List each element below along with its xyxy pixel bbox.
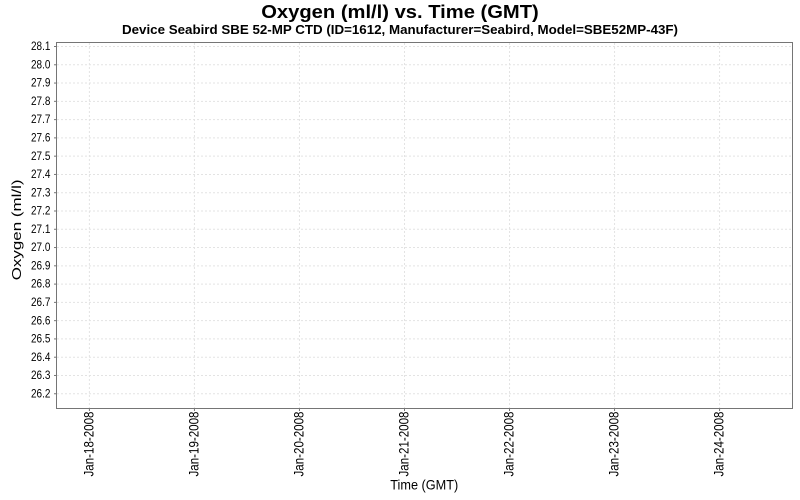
svg-text:27.2: 27.2 bbox=[31, 204, 50, 218]
svg-text:27.7: 27.7 bbox=[31, 112, 50, 126]
svg-text:26.8: 26.8 bbox=[31, 277, 51, 291]
svg-text:26.6: 26.6 bbox=[31, 313, 51, 327]
svg-text:28.0: 28.0 bbox=[31, 57, 51, 71]
svg-text:28.1: 28.1 bbox=[31, 39, 50, 53]
svg-text:26.2: 26.2 bbox=[31, 386, 50, 400]
svg-text:26.7: 26.7 bbox=[31, 295, 50, 309]
svg-text:Oxygen (ml/l): Oxygen (ml/l) bbox=[9, 180, 24, 281]
svg-text:27.3: 27.3 bbox=[31, 185, 51, 199]
svg-text:27.4: 27.4 bbox=[31, 167, 51, 181]
svg-text:Jan-24-2008: Jan-24-2008 bbox=[710, 411, 726, 476]
svg-text:Jan-19-2008: Jan-19-2008 bbox=[185, 411, 201, 476]
svg-text:26.5: 26.5 bbox=[31, 332, 51, 346]
svg-text:27.8: 27.8 bbox=[31, 94, 51, 108]
svg-text:Device Seabird SBE 52-MP CTD (: Device Seabird SBE 52-MP CTD (ID=1612, M… bbox=[122, 22, 678, 37]
svg-text:Jan-18-2008: Jan-18-2008 bbox=[80, 411, 96, 476]
svg-text:26.4: 26.4 bbox=[31, 350, 51, 364]
svg-text:Jan-21-2008: Jan-21-2008 bbox=[395, 411, 411, 476]
svg-text:Oxygen (ml/l) vs. Time (GMT): Oxygen (ml/l) vs. Time (GMT) bbox=[261, 1, 539, 22]
svg-text:27.5: 27.5 bbox=[31, 149, 51, 163]
svg-text:27.9: 27.9 bbox=[31, 76, 50, 90]
svg-text:27.6: 27.6 bbox=[31, 130, 51, 144]
svg-text:Jan-22-2008: Jan-22-2008 bbox=[500, 411, 516, 476]
svg-text:26.9: 26.9 bbox=[31, 258, 50, 272]
svg-text:27.1: 27.1 bbox=[31, 222, 50, 236]
svg-text:26.3: 26.3 bbox=[31, 368, 51, 382]
svg-text:Time (GMT): Time (GMT) bbox=[390, 478, 458, 493]
svg-text:Jan-20-2008: Jan-20-2008 bbox=[290, 411, 306, 476]
svg-text:27.0: 27.0 bbox=[31, 240, 51, 254]
svg-text:Jan-23-2008: Jan-23-2008 bbox=[605, 411, 621, 476]
